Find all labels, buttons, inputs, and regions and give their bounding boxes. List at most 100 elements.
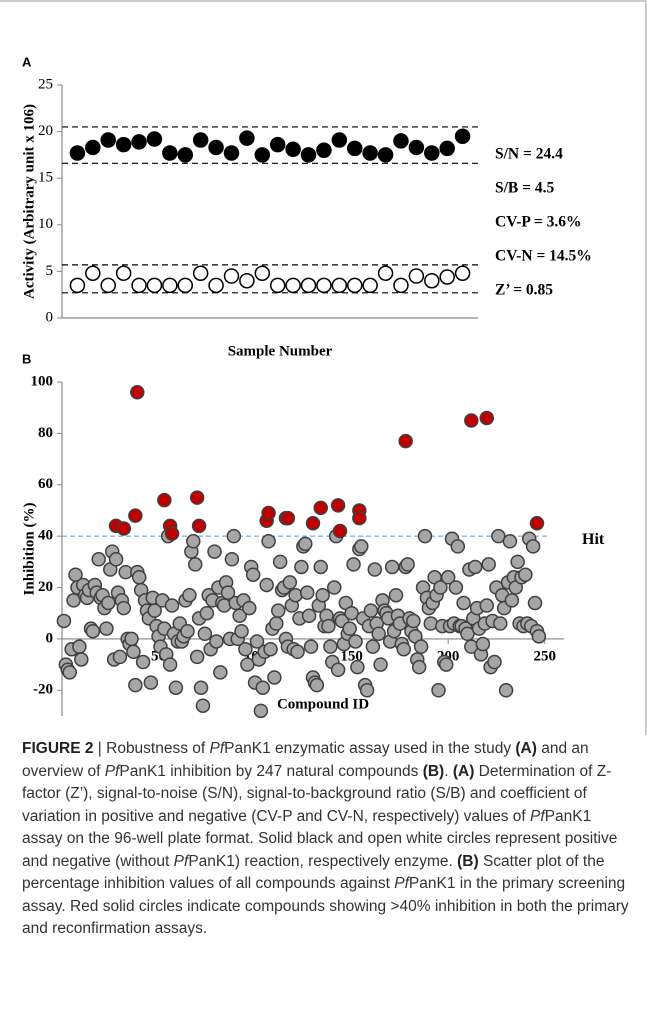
caption-run: Determination of Z-factor (Z’), signal-t… (22, 762, 612, 825)
y-tick-label: 10 (38, 216, 53, 232)
data-point (294, 559, 309, 575)
caption-run: Scatter plot of the percentage inhibitio… (22, 852, 605, 893)
data-point (498, 683, 514, 698)
data-point (269, 136, 286, 153)
panel-label: B (22, 351, 31, 366)
data-point (388, 587, 404, 603)
data-point (207, 544, 222, 559)
y-tick-label: 0 (46, 309, 54, 325)
data-point (377, 265, 394, 282)
data-point (192, 265, 209, 282)
y-tick-label: 80 (38, 425, 53, 441)
data-point (371, 626, 386, 642)
data-point (232, 608, 247, 624)
data-point (464, 413, 479, 428)
data-point (101, 595, 116, 611)
data-point (272, 554, 288, 570)
y-tick-label: 40 (38, 528, 53, 544)
data-point (261, 534, 276, 549)
data-point (396, 641, 411, 657)
data-point (323, 639, 338, 654)
annotation: CV-P = 3.6% (495, 214, 581, 231)
data-point (431, 683, 446, 698)
y-tick-label: 15 (38, 170, 53, 186)
data-point (439, 140, 455, 157)
data-point (115, 265, 132, 282)
data-point (362, 277, 378, 294)
data-point (135, 654, 151, 670)
data-point (510, 554, 525, 570)
data-point (331, 277, 348, 294)
caption-run: PanK1 in the primary screening assay. Re… (22, 875, 629, 937)
caption-run: Pf (104, 762, 120, 780)
data-point (177, 147, 194, 163)
data-point (285, 141, 301, 158)
data-point (280, 510, 296, 526)
data-point (157, 492, 172, 508)
data-point (493, 616, 508, 631)
data-point (259, 577, 274, 593)
data-point (197, 626, 213, 642)
data-point (208, 139, 224, 156)
figure-caption: FIGURE 2 | Robustness of PfPanK1 enzymat… (22, 738, 634, 941)
data-point (56, 613, 72, 629)
data-point (330, 662, 346, 678)
data-point (348, 634, 363, 649)
data-point (321, 618, 336, 634)
data-point (100, 132, 116, 148)
data-point (363, 603, 379, 618)
data-point (531, 629, 547, 644)
data-point (234, 623, 249, 639)
data-point (475, 636, 491, 652)
data-point (502, 534, 518, 549)
y-tick-label: 100 (31, 373, 54, 389)
data-point (112, 649, 128, 665)
caption-run: (A) (515, 740, 537, 757)
caption-run: and an overview of (22, 740, 589, 780)
y-tick-label: 0 (46, 630, 54, 646)
caption-run: | Robustness of (93, 740, 210, 757)
data-point (226, 528, 242, 544)
data-point (85, 265, 101, 282)
data-point (424, 272, 440, 289)
data-point (162, 277, 178, 294)
data-point (85, 623, 101, 639)
data-point (309, 677, 325, 693)
data-point (177, 277, 194, 294)
data-point (504, 593, 520, 608)
data-point (354, 539, 369, 554)
data-point (116, 600, 132, 616)
caption-run: PanK1 inhibition by 247 natural compound… (119, 762, 423, 780)
data-point (131, 570, 147, 585)
data-point (300, 147, 317, 163)
data-point (313, 500, 328, 516)
data-point (147, 603, 162, 618)
data-point (481, 557, 496, 572)
data-point (359, 683, 375, 698)
data-point (69, 277, 86, 294)
data-point (126, 644, 141, 660)
data-point (393, 133, 409, 149)
data-point (439, 269, 455, 285)
data-point (362, 145, 378, 161)
data-point (164, 598, 180, 613)
data-point (192, 132, 209, 148)
data-point (413, 639, 429, 654)
caption-run: PanK1) reaction, respectively enzyme. (188, 852, 458, 870)
data-point (303, 639, 319, 654)
data-point (331, 132, 348, 148)
annotation: S/B = 4.5 (495, 180, 554, 197)
data-point (220, 585, 236, 600)
data-point (186, 534, 201, 549)
data-point (128, 508, 143, 523)
data-point (438, 657, 454, 672)
data-point (245, 567, 261, 582)
data-point (330, 498, 346, 513)
data-point (448, 580, 464, 595)
data-point (398, 433, 413, 449)
data-point (162, 657, 178, 672)
data-point (373, 657, 388, 672)
data-point (99, 621, 114, 636)
data-point (130, 385, 145, 400)
